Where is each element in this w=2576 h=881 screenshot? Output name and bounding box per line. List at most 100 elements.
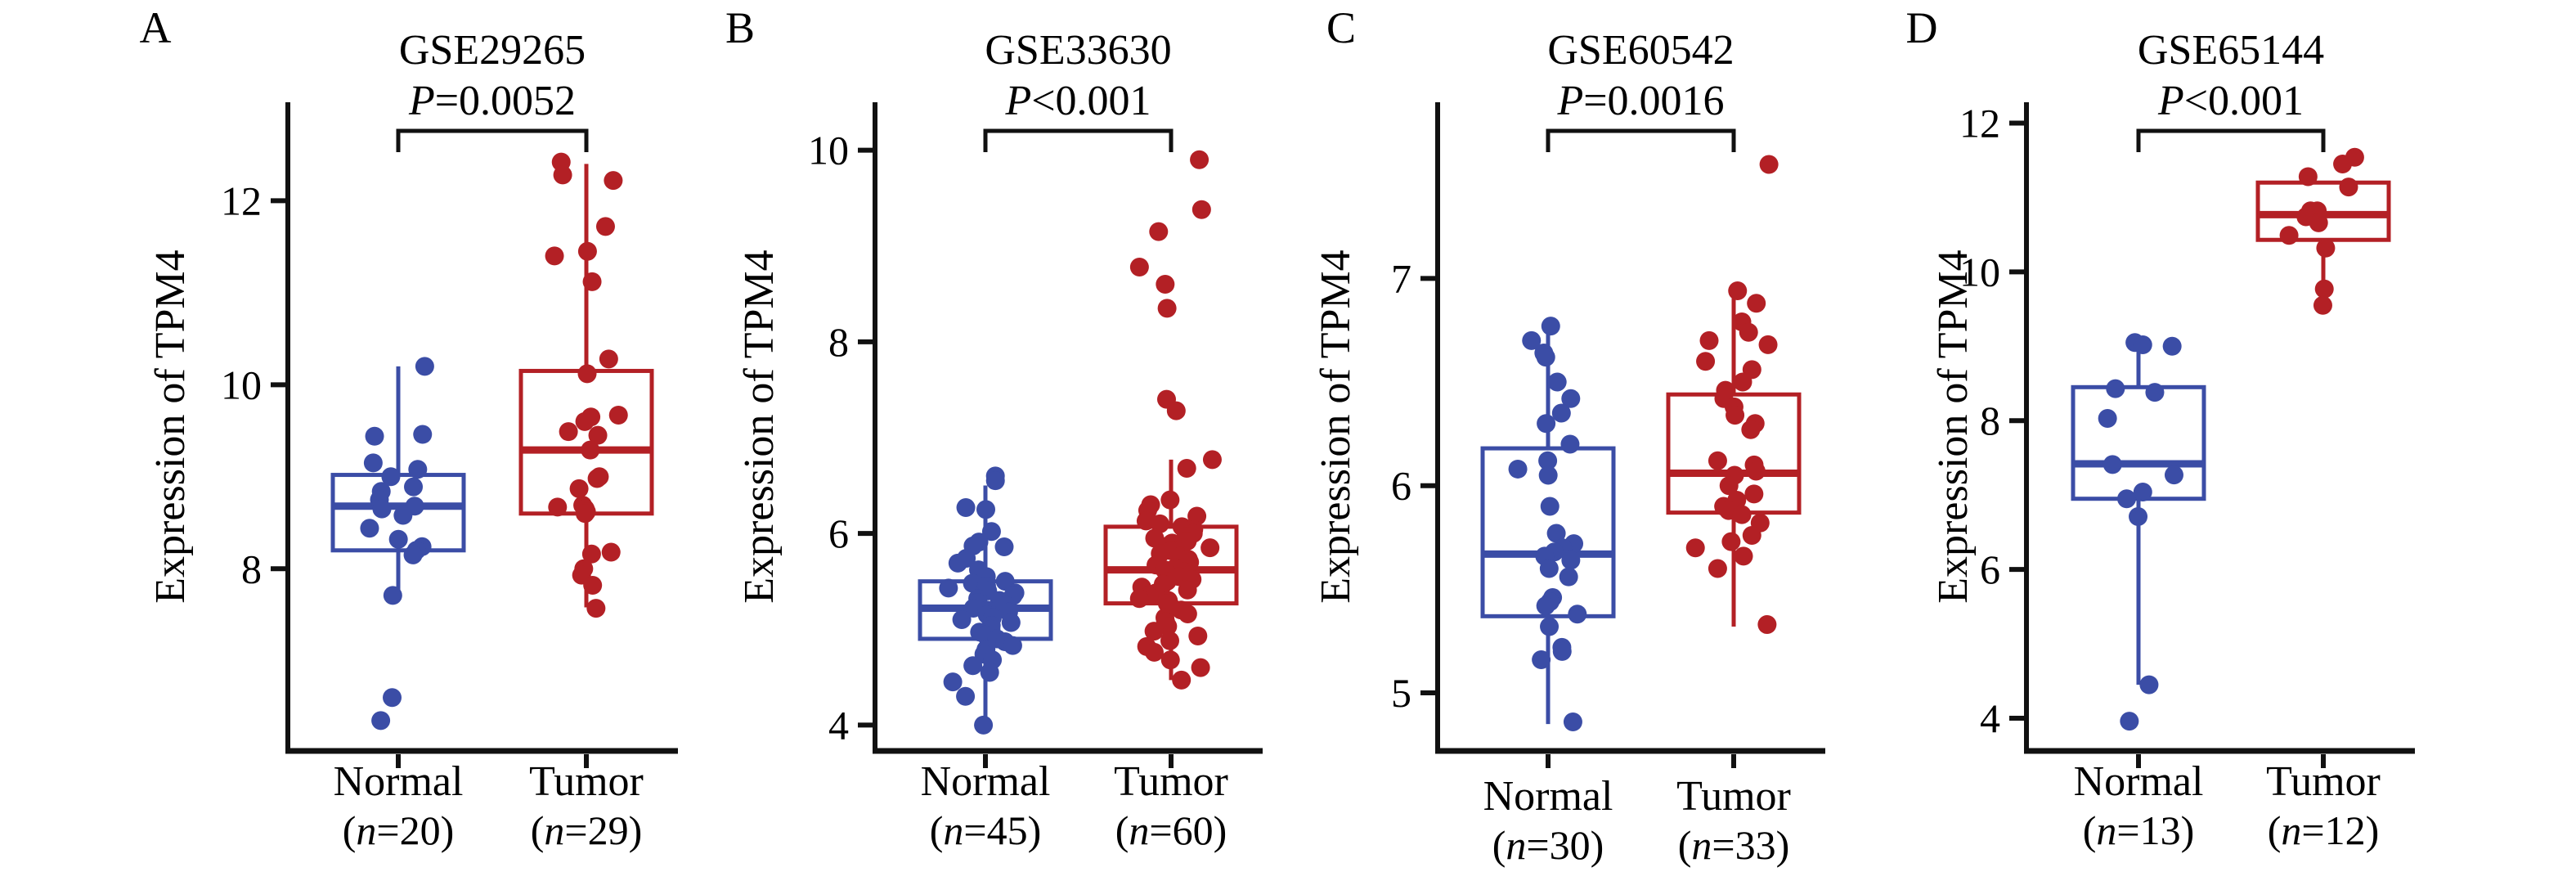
p-value-label: P=0.0016: [1556, 78, 1724, 124]
p-value-label: P<0.001: [1004, 78, 1151, 124]
n-symbol: n: [2281, 807, 2301, 853]
p-value-symbol: P: [1004, 78, 1031, 124]
significance-bracket: [2136, 128, 2326, 152]
data-point: [1551, 403, 1571, 423]
y-tick-label: 6: [1980, 546, 2000, 592]
data-point: [1757, 614, 1777, 634]
x-label-normal-count: (n=20): [343, 807, 455, 853]
paren-open: (: [343, 807, 357, 853]
data-point: [581, 544, 601, 564]
data-point: [1739, 322, 1758, 342]
data-point: [952, 610, 972, 630]
data-point: [939, 578, 958, 598]
data-point: [404, 477, 424, 497]
n-symbol: n: [943, 807, 963, 853]
data-point: [1540, 617, 1560, 636]
p-value-text: <0.001: [2184, 78, 2304, 124]
data-point: [963, 573, 982, 593]
data-point: [2309, 213, 2328, 232]
data-point: [601, 542, 621, 562]
data-point: [372, 499, 392, 519]
data-point: [943, 672, 963, 692]
tumor-points: [1129, 150, 1222, 690]
y-tick-label: 4: [1980, 695, 2000, 741]
data-point: [1144, 642, 1164, 662]
data-point: [956, 686, 976, 706]
n-symbol: n: [1691, 822, 1712, 868]
data-point: [1759, 155, 1779, 174]
iqr-box: [2071, 384, 2206, 501]
data-point: [1200, 538, 1220, 558]
panel-title: GSE60542: [1547, 27, 1734, 74]
data-point: [948, 553, 967, 573]
data-point: [388, 529, 408, 549]
y-axis-label: Expression of TPM4: [1313, 249, 1359, 603]
data-point: [1547, 372, 1567, 392]
paren-open: (: [531, 807, 545, 853]
p-value-symbol: P: [408, 78, 435, 124]
normal-points: [2098, 333, 2183, 731]
data-point: [1732, 505, 1752, 524]
data-point: [985, 471, 1005, 491]
paren-open: (: [2268, 807, 2282, 853]
y-axis-label: Expression of TPM4: [736, 249, 783, 603]
data-point: [587, 469, 607, 488]
x-label-normal: Normal: [334, 758, 464, 805]
data-point: [1190, 150, 1209, 169]
data-point: [2279, 226, 2299, 245]
data-point: [1539, 559, 1559, 578]
significance-bracket: [1546, 128, 1736, 152]
p-value-text: =0.0052: [435, 78, 576, 124]
significance-bracket: [983, 128, 1174, 152]
data-point: [559, 422, 578, 442]
x-label-tumor-count: (n=60): [1115, 807, 1227, 853]
data-point: [1559, 567, 1578, 587]
data-point: [1758, 335, 1778, 354]
data-point: [381, 467, 401, 487]
data-point: [1552, 641, 1572, 661]
data-point: [1129, 257, 1149, 276]
x-label-tumor: Tumor: [529, 758, 644, 805]
data-point: [2339, 178, 2358, 197]
data-point: [2139, 675, 2159, 694]
n-value: =12): [2301, 807, 2379, 853]
data-point: [1699, 330, 1719, 350]
y-tick-label: 8: [1980, 398, 2000, 443]
n-value: =20): [376, 807, 454, 853]
data-point: [363, 453, 383, 473]
n-value: =30): [1526, 822, 1604, 868]
data-point: [548, 497, 568, 517]
data-point: [1741, 420, 1761, 439]
data-point: [2162, 336, 2182, 356]
p-value-text: =0.0016: [1583, 78, 1724, 124]
panel-letter: A: [140, 3, 172, 52]
p-value-label: P<0.001: [2157, 78, 2304, 124]
y-tick-label: 7: [1391, 255, 1411, 301]
data-point: [1563, 712, 1582, 732]
data-point: [1001, 613, 1021, 632]
data-point: [1156, 275, 1175, 294]
data-point: [415, 357, 434, 376]
paren-open: (: [1492, 822, 1506, 868]
data-point: [365, 426, 384, 446]
p-value-symbol: P: [1556, 78, 1583, 124]
data-point: [1685, 538, 1705, 558]
data-point: [1166, 401, 1186, 420]
data-point: [1144, 622, 1164, 641]
data-point: [577, 241, 597, 261]
data-point: [1719, 476, 1739, 496]
n-symbol: n: [356, 807, 376, 853]
significance-bracket: [396, 128, 589, 152]
y-tick-label: 8: [241, 546, 262, 591]
tumor-boxplot: [1666, 289, 1802, 627]
data-point: [2133, 483, 2152, 502]
data-point: [1160, 490, 1180, 510]
x-label-tumor: Tumor: [2266, 758, 2381, 805]
data-point: [1708, 451, 1727, 470]
data-point: [1160, 650, 1180, 670]
data-point: [545, 246, 564, 266]
data-point: [1003, 636, 1022, 655]
